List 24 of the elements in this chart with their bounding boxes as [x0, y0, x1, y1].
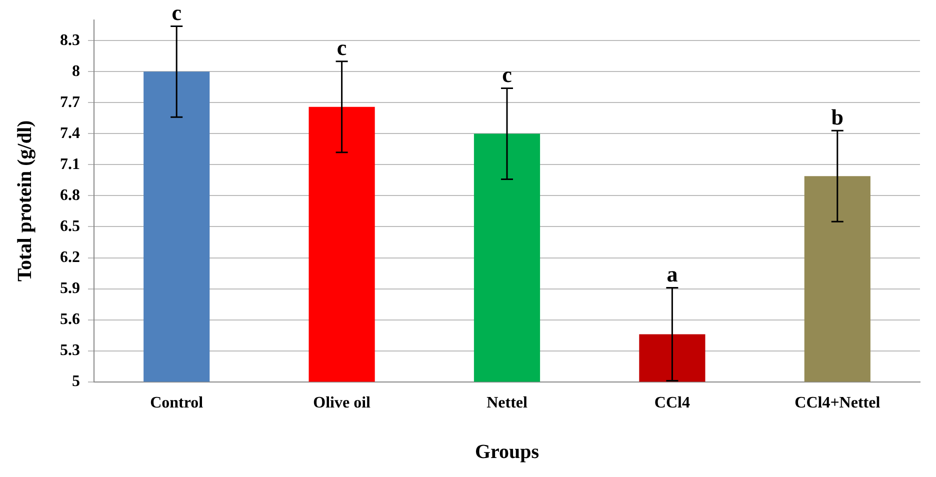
annotation: a	[666, 261, 678, 286]
x-tick-label: CCl4+Nettel	[794, 394, 881, 412]
y-tick-label: 6.8	[60, 186, 80, 204]
y-tick-label: 6.5	[60, 218, 80, 235]
y-tick-label: 7.7	[60, 94, 80, 111]
annotation: c	[172, 0, 182, 25]
y-tick-label: 7.1	[60, 156, 80, 173]
x-tick-label: Olive oil	[313, 394, 372, 412]
x-tick-label: CCl4	[654, 394, 690, 412]
y-axis-title: Total protein (g/dl)	[14, 120, 36, 282]
x-tick-label: Nettel	[486, 394, 528, 412]
y-tick-label: 5.3	[60, 342, 80, 359]
x-axis-title: Groups	[474, 441, 540, 464]
y-tick-label: 8	[72, 62, 80, 80]
annotation: c	[502, 62, 512, 87]
annotation: b	[831, 104, 844, 130]
y-tick-label: 7.4	[60, 124, 80, 142]
y-tick-label: 5.9	[60, 280, 80, 297]
y-tick-label: 5	[72, 372, 80, 390]
y-tick-label: 5.6	[60, 310, 80, 328]
x-tick-label: Control	[150, 394, 204, 412]
y-tick-label: 6.2	[60, 248, 80, 266]
y-tick-label: 8.3	[60, 32, 80, 49]
annotation: c	[336, 35, 347, 60]
